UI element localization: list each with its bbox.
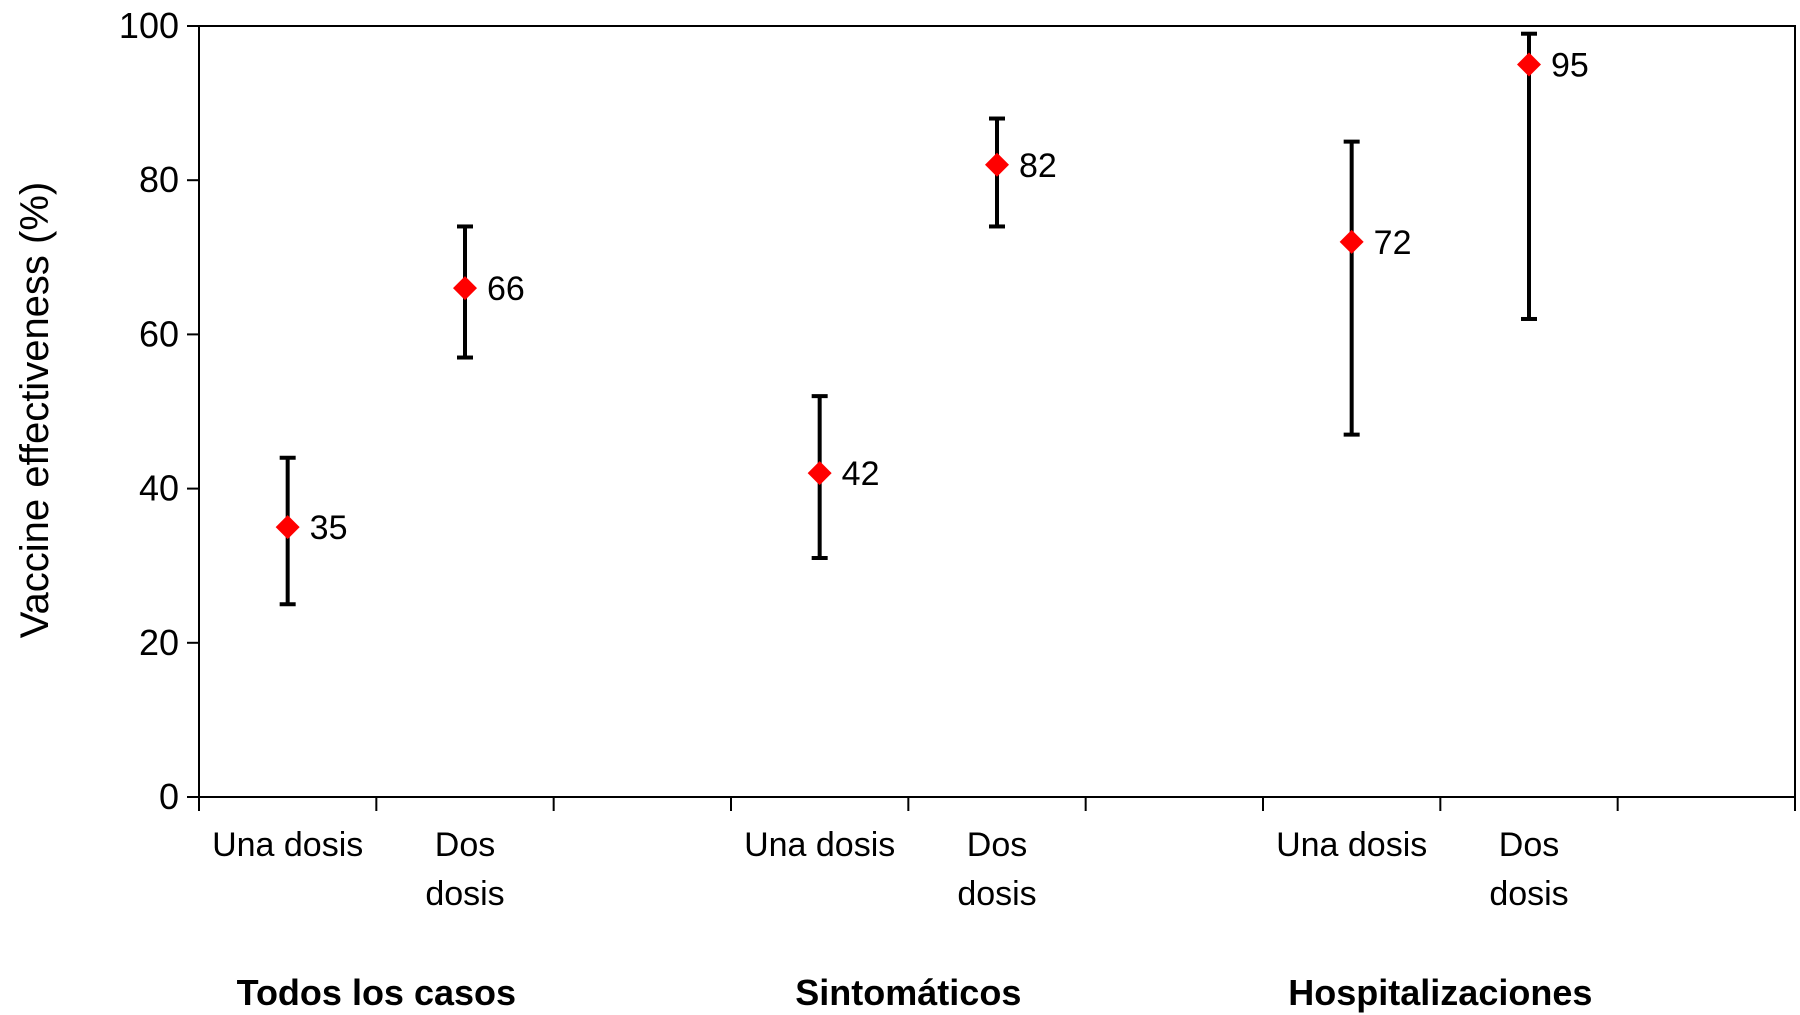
point-marker [1517, 52, 1541, 77]
plot-frame [198, 25, 1796, 798]
category-label: Una dosis [1276, 826, 1427, 864]
category-label: Una dosis [744, 826, 895, 864]
y-tick-label: 20 [139, 622, 179, 663]
data-label: 82 [1019, 147, 1057, 185]
data-label: 72 [1374, 224, 1412, 262]
x-axis: Todos los casos Una dosis Dos dosis Sintomát… [198, 797, 1796, 1013]
y-axis: 0 20 40 60 80 100 [119, 5, 1796, 817]
data-label: 95 [1551, 47, 1589, 85]
category-label: Dos dosis [957, 826, 1036, 913]
category-label: Dos dosis [1489, 826, 1568, 913]
point-marker [453, 276, 477, 301]
y-tick-label: 40 [139, 468, 179, 509]
data-label: 35 [310, 509, 348, 547]
category-label: Una dosis [212, 826, 363, 864]
y-axis-title: Vaccine effectiveness (%) [13, 182, 57, 639]
y-tick-label: 0 [159, 776, 179, 817]
data-label: 42 [842, 455, 880, 493]
y-tick-label: 80 [139, 159, 179, 200]
point-marker [1339, 229, 1364, 254]
category-label: Dos dosis [425, 826, 504, 913]
data-label: 66 [487, 270, 525, 308]
group-label: Hospitalizaciones [1288, 972, 1592, 1013]
group-label: Sintomáticos [795, 972, 1021, 1013]
point-marker [807, 461, 832, 486]
point-marker [985, 152, 1009, 177]
y-tick-label: 100 [119, 5, 179, 46]
data-points: 35 66 42 82 72 95 [275, 31, 1589, 607]
point-marker [275, 515, 300, 540]
y-tick-label: 60 [139, 313, 179, 354]
group-label: Todos los casos [237, 972, 516, 1013]
